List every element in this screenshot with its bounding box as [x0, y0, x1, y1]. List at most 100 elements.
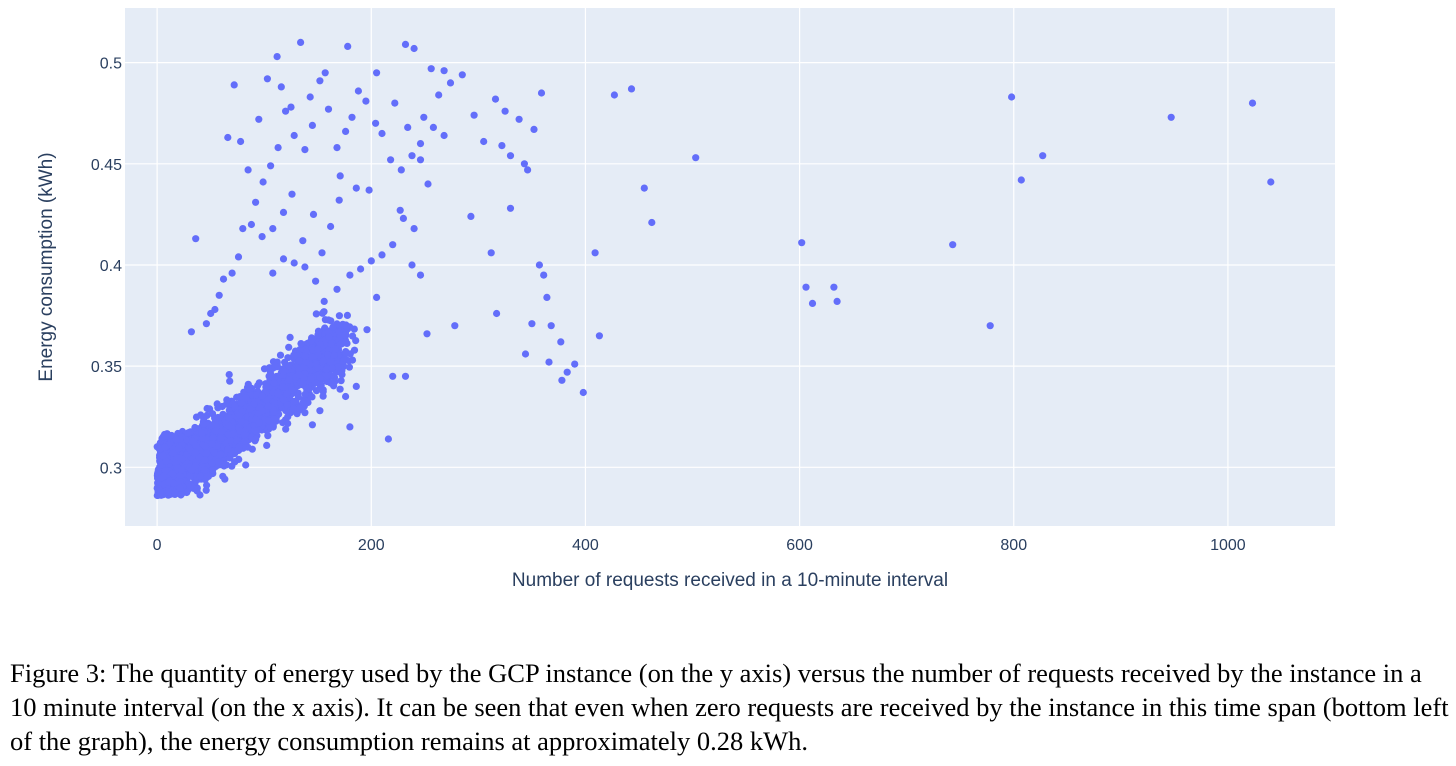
- data-point: [171, 489, 179, 497]
- data-point: [209, 466, 217, 474]
- data-point: [176, 472, 184, 480]
- data-point: [238, 418, 246, 426]
- data-point: [515, 115, 523, 123]
- data-point: [197, 411, 205, 419]
- data-point: [284, 354, 292, 362]
- data-point: [467, 212, 475, 220]
- data-point: [543, 293, 551, 301]
- data-point: [408, 261, 416, 269]
- data-point: [285, 343, 293, 351]
- data-point: [312, 310, 320, 318]
- data-point: [334, 363, 342, 371]
- data-point: [255, 379, 263, 387]
- data-point: [314, 364, 322, 372]
- data-point: [279, 255, 288, 263]
- data-point: [365, 186, 373, 194]
- data-point: [252, 435, 260, 443]
- x-tick-label: 200: [358, 537, 385, 554]
- data-point: [279, 367, 287, 375]
- data-point: [290, 397, 298, 406]
- data-point: [327, 222, 335, 231]
- data-point: [307, 392, 315, 400]
- data-point: [225, 371, 233, 379]
- data-point: [202, 486, 210, 494]
- data-point: [290, 131, 298, 140]
- data-point: [201, 456, 209, 464]
- data-point: [177, 466, 186, 474]
- data-point: [240, 431, 248, 439]
- data-point: [328, 364, 336, 372]
- data-point: [336, 385, 344, 393]
- data-point: [309, 210, 318, 218]
- data-point: [156, 489, 164, 497]
- y-tick-label: 0.3: [100, 460, 122, 477]
- data-point: [480, 137, 488, 146]
- data-point: [314, 345, 322, 353]
- data-point: [314, 327, 323, 335]
- data-point: [530, 125, 538, 133]
- data-point: [210, 449, 219, 457]
- data-point: [277, 83, 285, 91]
- data-point: [416, 271, 425, 279]
- data-point: [228, 269, 236, 277]
- data-point: [234, 253, 243, 261]
- data-point: [410, 44, 418, 53]
- data-point: [192, 235, 200, 243]
- data-point: [343, 323, 351, 331]
- data-point: [284, 419, 292, 428]
- data-point: [201, 442, 209, 450]
- data-point: [235, 443, 243, 451]
- data-point: [336, 340, 344, 348]
- data-point: [241, 437, 249, 445]
- y-tick-labels: 0.3 0.35 0.4 0.45 0.5: [91, 56, 122, 478]
- data-point: [176, 454, 184, 462]
- data-point: [259, 178, 267, 186]
- data-point: [323, 372, 331, 380]
- data-point: [318, 309, 327, 317]
- x-tick-label: 400: [572, 537, 599, 554]
- data-point: [493, 309, 501, 318]
- data-point: [591, 249, 599, 257]
- data-point: [258, 233, 266, 241]
- data-point: [203, 404, 211, 413]
- data-point: [255, 115, 263, 123]
- x-tick-label: 800: [1000, 537, 1027, 554]
- data-point: [239, 225, 247, 233]
- data-point: [242, 461, 250, 469]
- data-point: [427, 65, 435, 73]
- data-point: [343, 311, 351, 319]
- data-point: [186, 472, 194, 480]
- data-point: [830, 283, 838, 291]
- data-point: [308, 121, 316, 129]
- data-point: [458, 71, 466, 79]
- data-point: [321, 69, 329, 77]
- data-point: [610, 91, 619, 99]
- data-point: [389, 241, 397, 249]
- data-point: [322, 365, 330, 373]
- data-point: [301, 352, 309, 360]
- data-point: [1039, 152, 1047, 160]
- data-point: [352, 184, 360, 192]
- data-point: [221, 475, 229, 483]
- data-point: [191, 423, 199, 432]
- data-point: [1248, 99, 1257, 107]
- data-point: [230, 402, 239, 410]
- data-point: [401, 40, 410, 49]
- data-point: [345, 363, 353, 371]
- data-point: [286, 333, 294, 341]
- data-point: [279, 383, 287, 391]
- data-point: [283, 390, 291, 398]
- y-tick-label: 0.35: [91, 359, 122, 376]
- data-point: [506, 152, 515, 160]
- data-point: [408, 152, 416, 160]
- data-point: [226, 377, 234, 385]
- data-point: [440, 67, 448, 75]
- data-point: [308, 421, 316, 429]
- plot-area: [125, 8, 1335, 526]
- data-point: [306, 93, 314, 101]
- data-point: [196, 472, 204, 481]
- data-point: [325, 333, 333, 341]
- data-point: [172, 435, 180, 444]
- data-point: [333, 144, 341, 152]
- data-point: [161, 467, 169, 475]
